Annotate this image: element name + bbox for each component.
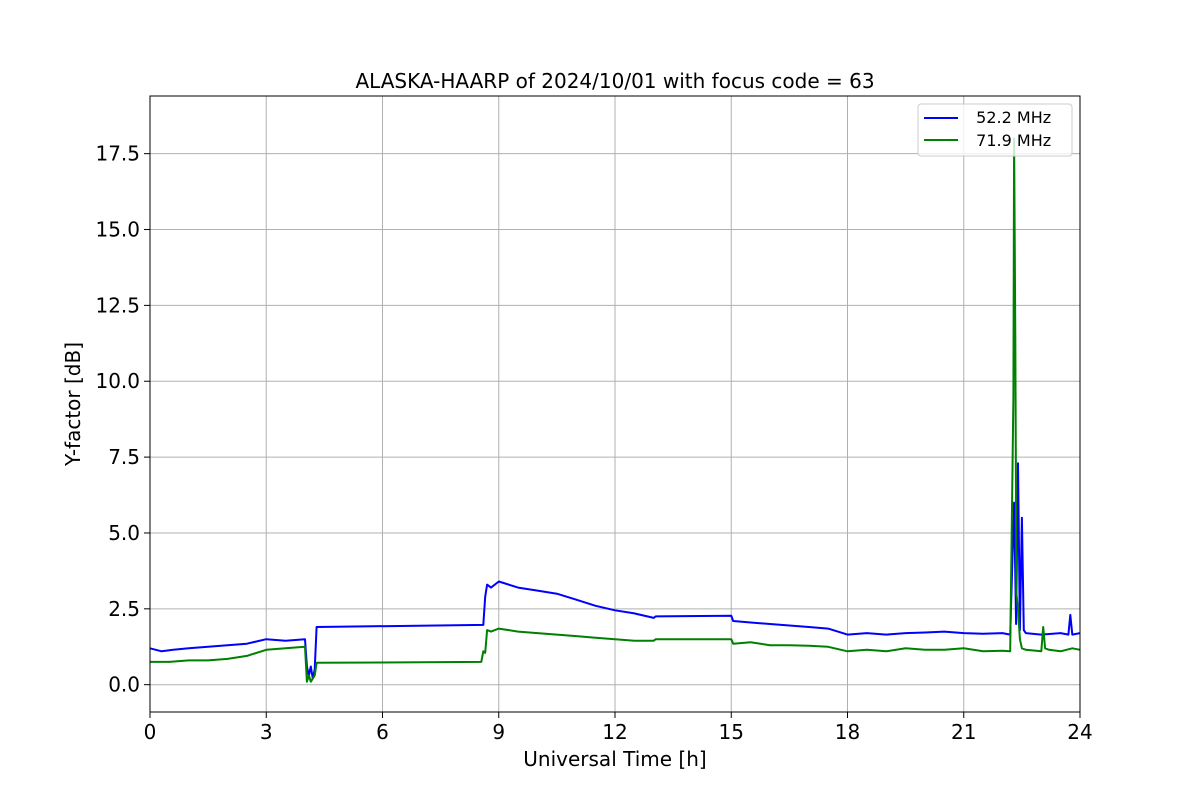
series-layer xyxy=(149,137,1081,683)
x-tick-label: 18 xyxy=(835,720,860,744)
y-tick-label: 7.5 xyxy=(108,445,140,469)
y-tick-label: 2.5 xyxy=(108,597,140,621)
y-tick-label: 15.0 xyxy=(95,218,140,242)
x-tick-label: 21 xyxy=(951,720,976,744)
x-tick-label: 6 xyxy=(376,720,389,744)
chart-title: ALASKA-HAARP of 2024/10/01 with focus co… xyxy=(355,69,874,93)
ticks: 0 3 6 9 12 15 18 21 24 0.0 2.5 5.0 7.5 10.0 12.5 15.0 17… xyxy=(95,142,1092,744)
y-tick-label: 12.5 xyxy=(95,293,140,317)
x-tick-label: 24 xyxy=(1067,720,1092,744)
legend-label-71mhz: 71.9 MHz xyxy=(966,131,1051,150)
x-tick-label: 12 xyxy=(602,720,627,744)
y-tick-label: 17.5 xyxy=(95,142,140,166)
x-tick-label: 3 xyxy=(260,720,273,744)
x-tick-label: 0 xyxy=(144,720,157,744)
legend: 52.2 MHz 71.9 MHz xyxy=(917,103,1073,157)
y-tick-label: 0.0 xyxy=(108,673,140,697)
x-axis-label: Universal Time [h] xyxy=(523,747,706,771)
x-tick-label: 9 xyxy=(492,720,505,744)
legend-label-52mhz: 52.2 MHz xyxy=(966,108,1051,127)
y-tick-label: 5.0 xyxy=(108,521,140,545)
x-tick-label: 15 xyxy=(719,720,744,744)
grid xyxy=(149,96,1081,712)
y-axis-label: Y-factor [dB] xyxy=(61,342,85,467)
series-line-71mhz xyxy=(150,137,1081,683)
y-tick-label: 10.0 xyxy=(95,369,140,393)
